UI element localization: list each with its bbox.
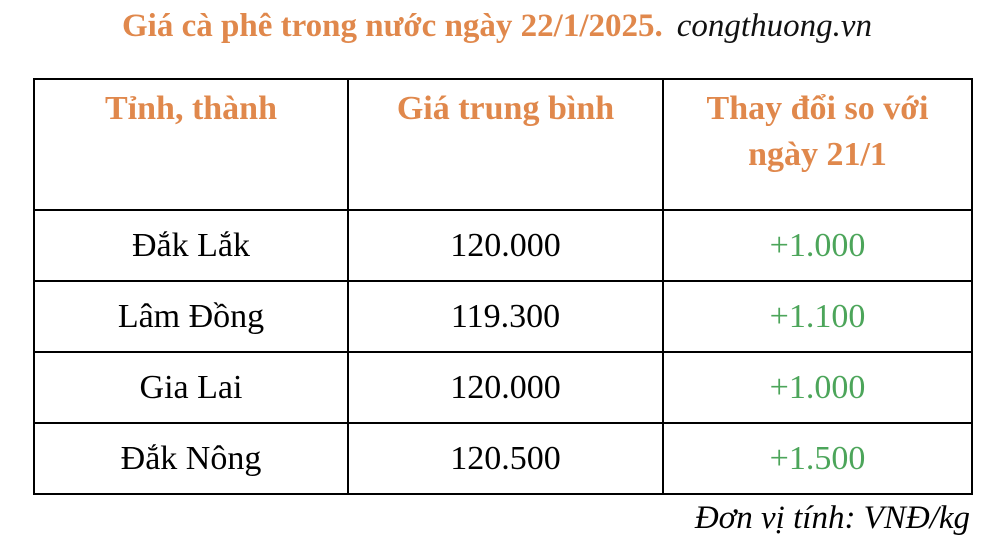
header-change: Thay đổi so với ngày 21/1 xyxy=(662,78,973,211)
table-row: Gia Lai 120.000 +1.000 xyxy=(33,351,973,424)
page-title: Giá cà phê trong nước ngày 22/1/2025. con… xyxy=(0,8,994,45)
title-text: Giá cà phê trong nước ngày 22/1/2025. xyxy=(122,8,663,44)
table-row: Đắk Nông 120.500 +1.500 xyxy=(33,422,973,495)
price-cell: 120.000 xyxy=(347,351,664,424)
table-row: Đắk Lắk 120.000 +1.000 xyxy=(33,209,973,282)
change-cell: +1.500 xyxy=(662,422,973,495)
change-cell: +1.000 xyxy=(662,351,973,424)
price-cell: 119.300 xyxy=(347,280,664,353)
unit-note: Đơn vị tính: VNĐ/kg xyxy=(694,500,970,536)
header-price: Giá trung bình xyxy=(347,78,664,211)
province-cell: Đắk Nông xyxy=(33,422,349,495)
table-row: Lâm Đồng 119.300 +1.100 xyxy=(33,280,973,353)
header-change-text: Thay đổi so với ngày 21/1 xyxy=(706,90,929,173)
change-cell: +1.000 xyxy=(662,209,973,282)
province-cell: Gia Lai xyxy=(33,351,349,424)
table-header-row: Tỉnh, thành Giá trung bình Thay đổi so v… xyxy=(33,78,973,211)
province-cell: Đắk Lắk xyxy=(33,209,349,282)
change-cell: +1.100 xyxy=(662,280,973,353)
header-province: Tỉnh, thành xyxy=(33,78,349,211)
province-cell: Lâm Đồng xyxy=(33,280,349,353)
price-cell: 120.500 xyxy=(347,422,664,495)
price-cell: 120.000 xyxy=(347,209,664,282)
source-label: congthuong.vn xyxy=(676,8,872,44)
coffee-price-table: Tỉnh, thành Giá trung bình Thay đổi so v… xyxy=(33,78,973,495)
